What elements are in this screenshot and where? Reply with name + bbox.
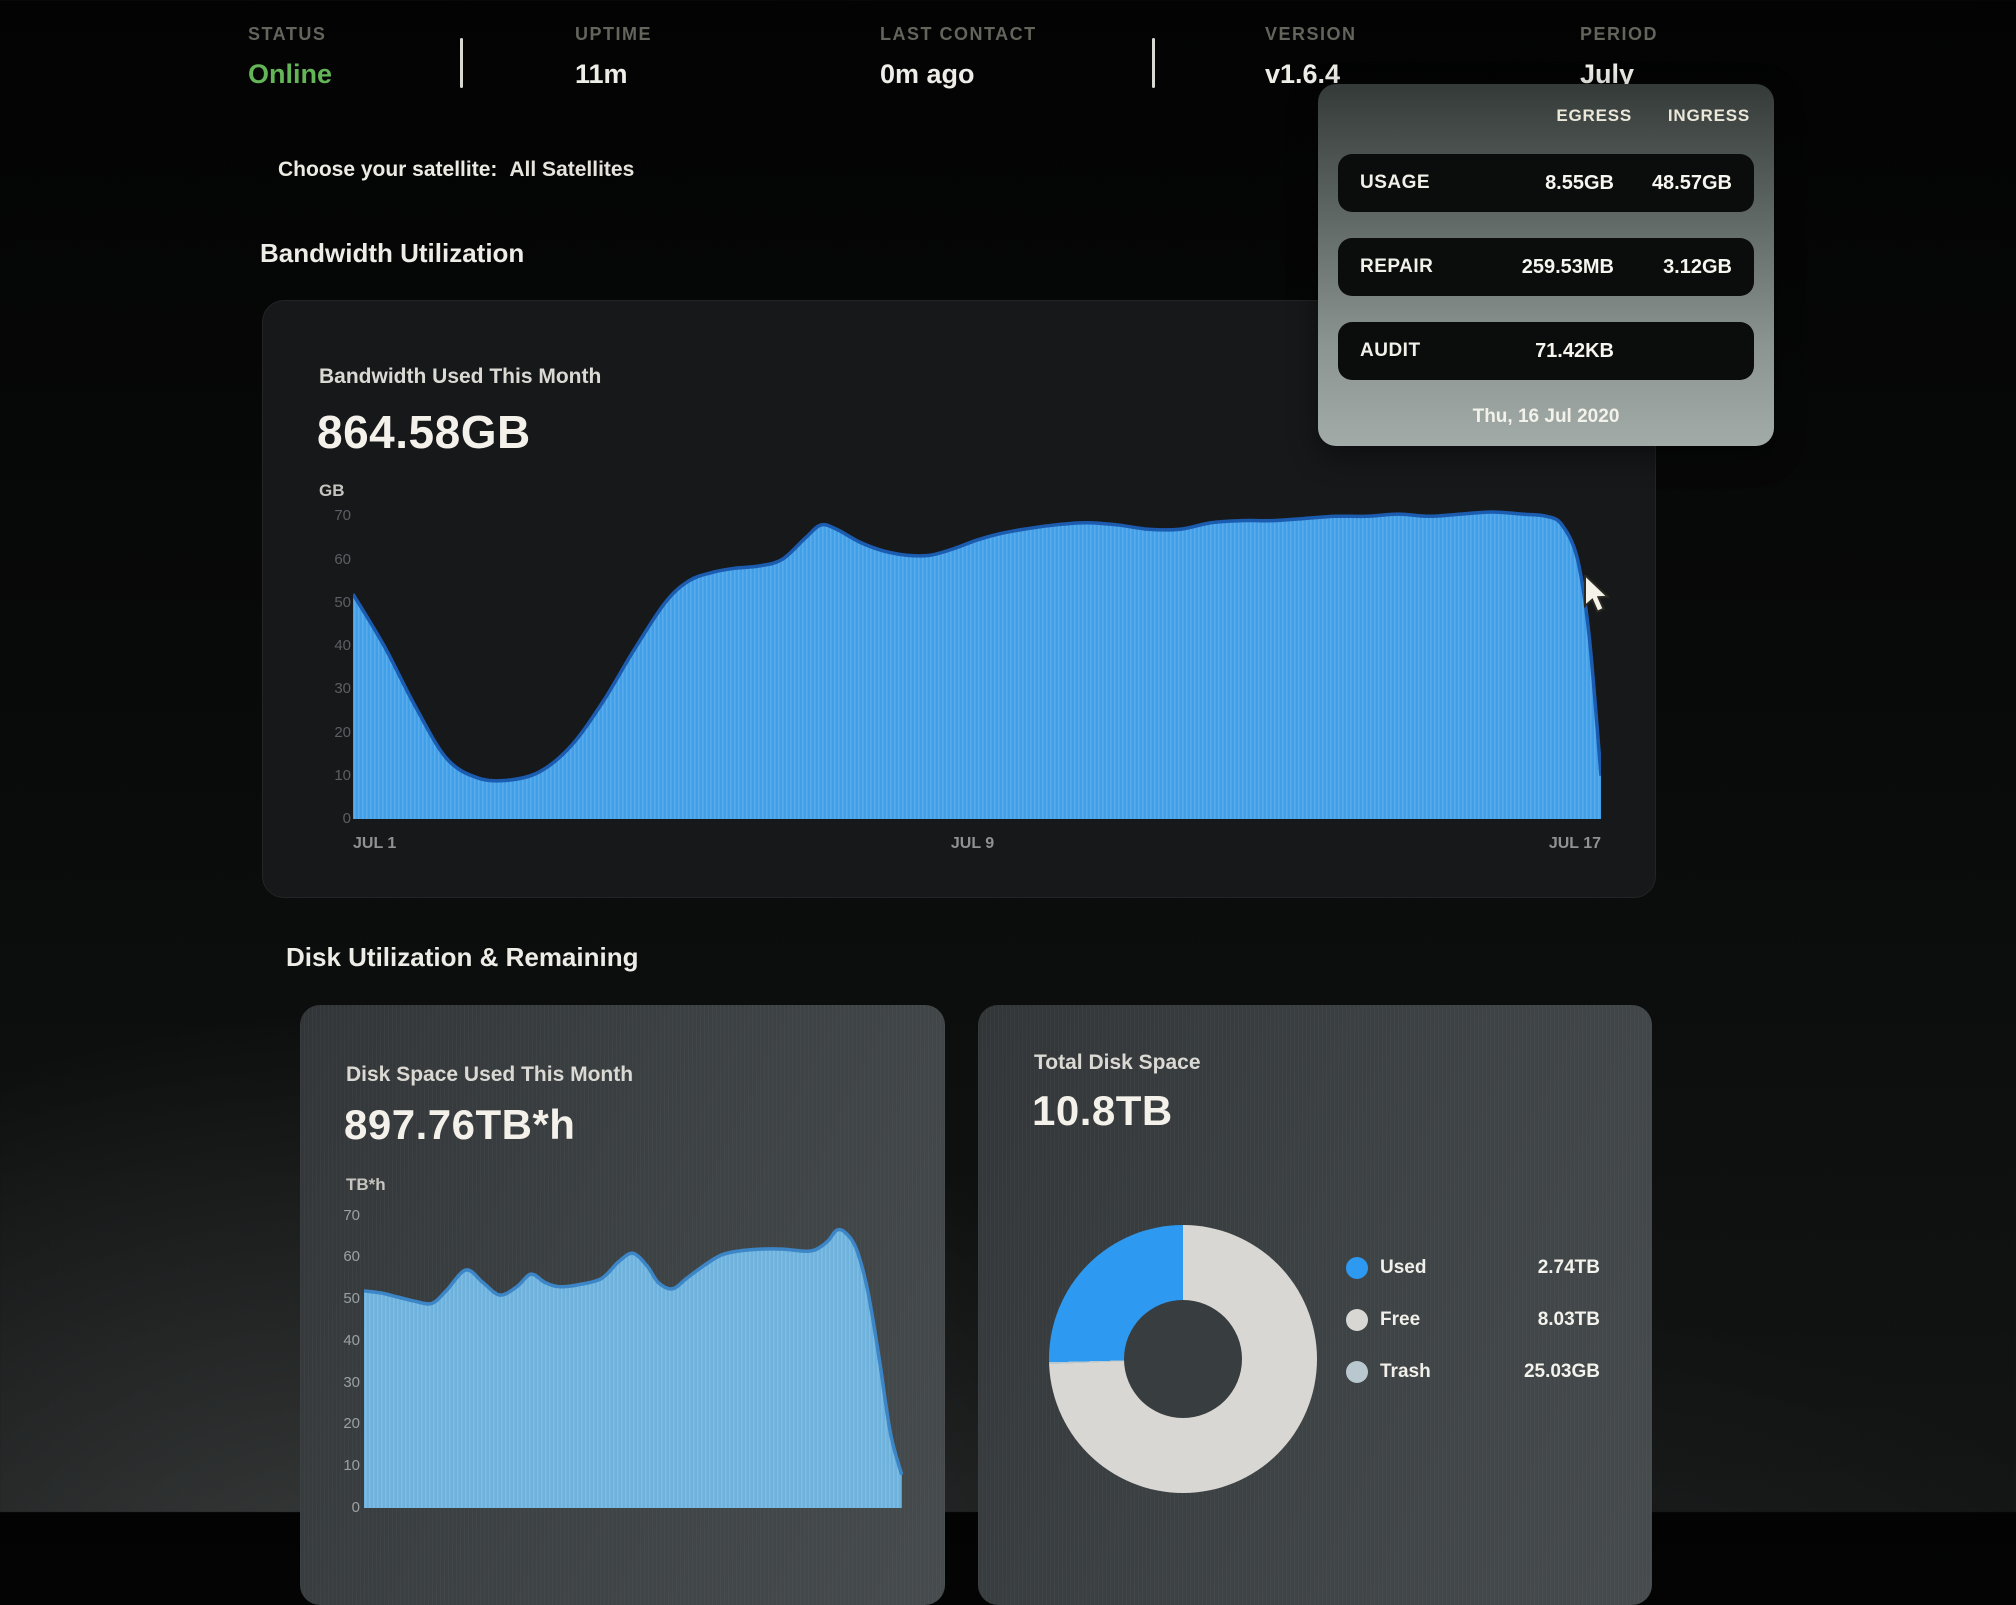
status-block: STATUS Online: [248, 24, 332, 90]
disk-chart-y-axis: 0 10 20 30 40 50 60 70: [343, 1206, 360, 1516]
disk-used-card-title: Disk Space Used This Month: [346, 1063, 634, 1086]
trash-legend-value: 25.03GB: [1523, 1361, 1600, 1382]
uptime-value: 11m: [575, 59, 628, 89]
satellite-selector-value[interactable]: All Satellites: [509, 158, 635, 181]
last-contact-block: LAST CONTACT 0m ago: [880, 24, 1037, 90]
trash-legend-label: Trash: [1380, 1361, 1431, 1382]
bandwidth-chart[interactable]: [353, 499, 1601, 819]
topbar-divider: [460, 38, 463, 88]
x-label-jul17: JUL 17: [1548, 835, 1601, 852]
disk-space-donut-chart: [1049, 1225, 1317, 1493]
disk-usage-chart[interactable]: [364, 1199, 930, 1508]
disk-used-card: Disk Space Used This Month 897.76TB*h TB…: [300, 1005, 945, 1605]
version-label: VERSION: [1265, 24, 1357, 44]
egress-header: EGRESS: [1556, 106, 1632, 125]
uptime-label: UPTIME: [575, 24, 653, 44]
tooltip-audit-row: AUDIT 71.42KB: [1338, 322, 1754, 380]
total-disk-card: Total Disk Space 10.8TB Used 2.74TB Free…: [978, 1005, 1652, 1605]
bandwidth-x-axis: JUL 1 JUL 9 JUL 17: [353, 835, 1601, 853]
audit-egress-value: 71.42KB: [1535, 339, 1614, 362]
free-legend-label: Free: [1380, 1309, 1421, 1330]
repair-label: REPAIR: [1360, 256, 1434, 277]
used-legend-dot-icon: [1346, 1257, 1368, 1279]
mouse-cursor: [1584, 575, 1611, 613]
disk-used-total: 897.76TB*h: [344, 1101, 576, 1148]
tooltip-date: Thu, 16 Jul 2020: [1472, 406, 1620, 427]
version-block: VERSION v1.6.4: [1265, 24, 1357, 90]
satellite-selector-label: Choose your satellite:: [278, 158, 498, 181]
usage-egress-value: 8.55GB: [1545, 171, 1614, 194]
bandwidth-unit-label: GB: [319, 481, 345, 500]
status-value: Online: [248, 59, 333, 89]
last-contact-value: 0m ago: [880, 59, 975, 89]
disk-section-title: Disk Utilization & Remaining: [286, 942, 639, 972]
disk-space-legend: Used 2.74TB Free 8.03TB Trash 25.03GB: [1346, 1257, 1600, 1383]
trash-legend-dot-icon: [1346, 1361, 1368, 1383]
bandwidth-card-title: Bandwidth Used This Month: [319, 365, 602, 388]
uptime-block: UPTIME 11m: [575, 24, 652, 90]
bandwidth-section-title: Bandwidth Utilization: [260, 238, 525, 268]
used-legend-label: Used: [1380, 1257, 1427, 1278]
repair-ingress-value: 3.12GB: [1663, 255, 1732, 278]
usage-ingress-value: 48.57GB: [1651, 171, 1732, 194]
repair-egress-value: 259.53MB: [1521, 255, 1614, 278]
topbar-divider: [1152, 38, 1155, 88]
bandwidth-total: 864.58GB: [317, 406, 531, 458]
x-label-jul9: JUL 9: [950, 835, 995, 852]
x-label-jul1: JUL 1: [353, 835, 397, 852]
legend-item-used: Used 2.74TB: [1346, 1257, 1600, 1279]
version-value: v1.6.4: [1265, 59, 1341, 89]
last-contact-label: LAST CONTACT: [880, 24, 1037, 44]
tooltip-usage-row: USAGE 8.55GB 48.57GB: [1338, 154, 1754, 212]
period-label: PERIOD: [1580, 24, 1659, 44]
free-legend-value: 8.03TB: [1537, 1309, 1600, 1330]
disk-used-unit-label: TB*h: [346, 1175, 386, 1194]
used-legend-value: 2.74TB: [1537, 1257, 1600, 1278]
ingress-header: INGRESS: [1667, 106, 1750, 125]
tooltip-header: EGRESS INGRESS: [1338, 100, 1754, 128]
bandwidth-y-axis: 0 10 20 30 40 50 60 70: [334, 507, 351, 827]
legend-item-free: Free 8.03TB: [1346, 1309, 1600, 1331]
period-block: PERIOD July: [1580, 24, 1658, 90]
satellite-selector[interactable]: Choose your satellite: All Satellites: [278, 158, 634, 182]
status-label: STATUS: [248, 24, 327, 44]
total-disk-value: 10.8TB: [1032, 1087, 1173, 1134]
free-legend-dot-icon: [1346, 1309, 1368, 1331]
usage-label: USAGE: [1360, 172, 1431, 193]
audit-label: AUDIT: [1360, 340, 1421, 361]
total-disk-card-title: Total Disk Space: [1034, 1051, 1201, 1074]
tooltip-repair-row: REPAIR 259.53MB 3.12GB: [1338, 238, 1754, 296]
bandwidth-tooltip: EGRESS INGRESS USAGE 8.55GB 48.57GB REPA…: [1318, 84, 1774, 446]
legend-item-trash: Trash 25.03GB: [1346, 1361, 1600, 1383]
